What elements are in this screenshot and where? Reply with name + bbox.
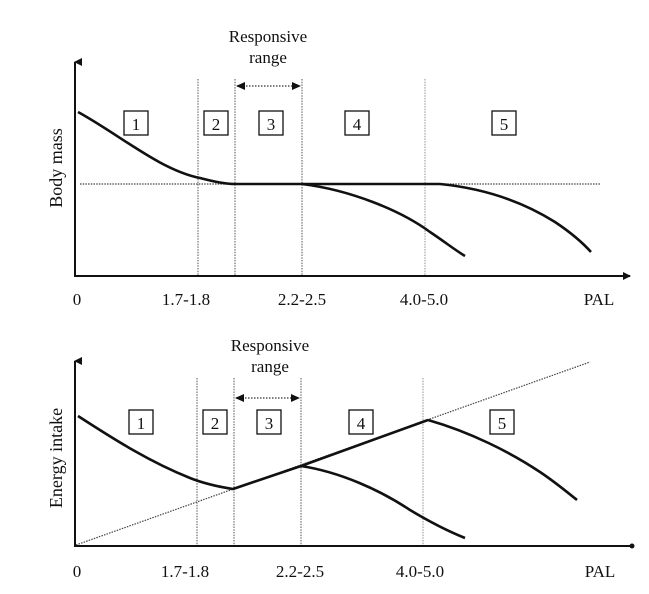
zone-box-5: 5 (489, 409, 515, 435)
svg-text:5: 5 (498, 414, 507, 433)
zone-box-5: 5 (491, 110, 517, 136)
x-tick-label: 1.7-1.8 (161, 562, 209, 581)
x-axis-end-dot (629, 543, 635, 549)
responsive-range-label-line1: Responsive (229, 27, 307, 46)
x-tick-label: 2.2-2.5 (278, 290, 326, 309)
panel-body-mass: Responsive range 1 2 3 4 5 (46, 27, 631, 309)
zone-box-2: 2 (203, 110, 229, 136)
x-tick-label: 0 (73, 562, 82, 581)
x-axis-label: PAL (584, 290, 615, 309)
zone-box-1: 1 (128, 409, 154, 435)
svg-text:3: 3 (267, 115, 276, 134)
x-tick-label: 0 (73, 290, 82, 309)
svg-text:3: 3 (265, 414, 274, 433)
zone-box-3: 3 (258, 110, 284, 136)
y-axis-label: Energy intake (46, 408, 66, 508)
zone-box-4: 4 (344, 110, 370, 136)
zone-box-1: 1 (123, 110, 149, 136)
curve-branch-5 (439, 182, 592, 253)
responsive-range-label-line1: Responsive (231, 336, 309, 355)
arrow-left-icon (236, 82, 245, 90)
zone-box-3: 3 (256, 409, 282, 435)
curve-branch-4 (301, 182, 466, 258)
curve-main (77, 110, 440, 186)
x-axis-label: PAL (585, 562, 616, 581)
curve-branch-4 (300, 464, 466, 540)
panel-energy-intake: Responsive range 1 2 3 4 5 (46, 336, 635, 581)
x-tick-label: 4.0-5.0 (396, 562, 444, 581)
arrow-right-icon (291, 394, 300, 402)
curve-branch-5 (427, 418, 578, 502)
y-axis-label: Body mass (46, 128, 66, 208)
arrow-left-icon (235, 394, 244, 402)
svg-text:2: 2 (212, 115, 221, 134)
x-tick-label: 1.7-1.8 (162, 290, 210, 309)
x-tick-label: 4.0-5.0 (400, 290, 448, 309)
x-tick-label: 2.2-2.5 (276, 562, 324, 581)
zone-box-2: 2 (202, 409, 228, 435)
svg-text:1: 1 (137, 414, 146, 433)
zone-box-4: 4 (348, 409, 374, 435)
svg-text:4: 4 (357, 414, 366, 433)
svg-text:2: 2 (211, 414, 220, 433)
svg-text:1: 1 (132, 115, 141, 134)
svg-text:5: 5 (500, 115, 509, 134)
svg-text:4: 4 (353, 115, 362, 134)
curve-main (77, 414, 429, 491)
responsive-range-label-line2: range (251, 357, 289, 376)
responsive-range-label-line2: range (249, 48, 287, 67)
arrow-right-icon (292, 82, 301, 90)
